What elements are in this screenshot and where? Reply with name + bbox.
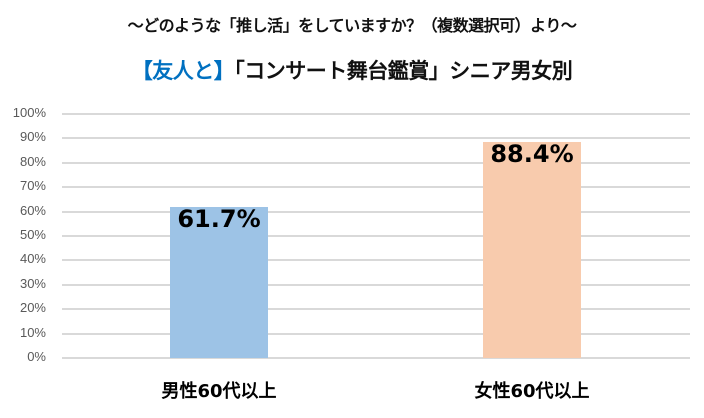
y-tick-label: 20%: [19, 300, 46, 316]
gridline: [62, 332, 690, 335]
chart-title-accent: 【友人と】: [131, 59, 235, 83]
y-tick-label: 30%: [19, 275, 46, 291]
bar: [483, 142, 581, 358]
bar-value-label: 88.4%: [490, 140, 574, 169]
y-tick-label: 50%: [19, 227, 46, 242]
gridline: [62, 357, 690, 359]
gridline: [62, 137, 690, 140]
gridline: [62, 161, 690, 164]
x-category-label: 女性60代以上: [474, 381, 590, 402]
y-tick-label: 90%: [19, 129, 46, 145]
chart-title: 【友人と】「コンサート舞台鑑賞」シニア男女別: [0, 55, 704, 85]
chart-title-main: 「コンサート舞台鑑賞」シニア男女別: [234, 59, 573, 83]
gridline: [62, 113, 690, 115]
y-tick-label: 100%: [12, 105, 46, 120]
bar-value-label: 61.7%: [177, 205, 261, 234]
gridline: [62, 283, 690, 286]
x-category-label: 男性60代以上: [161, 381, 277, 402]
bar: [170, 207, 268, 358]
chart-subtitle: ～どのような「推し活」をしていますか？（複数選択可）より～: [127, 16, 577, 35]
gridline: [62, 259, 690, 262]
y-tick-label: 40%: [19, 251, 46, 267]
y-tick-label: 0%: [27, 349, 46, 364]
y-tick-label: 70%: [19, 178, 46, 194]
gridline: [62, 235, 690, 237]
gridline: [62, 186, 690, 189]
y-tick-label: 10%: [19, 324, 46, 340]
y-tick-label: 60%: [19, 202, 46, 218]
gridline: [62, 308, 690, 311]
y-tick-label: 80%: [19, 153, 46, 169]
gridline: [62, 210, 690, 213]
